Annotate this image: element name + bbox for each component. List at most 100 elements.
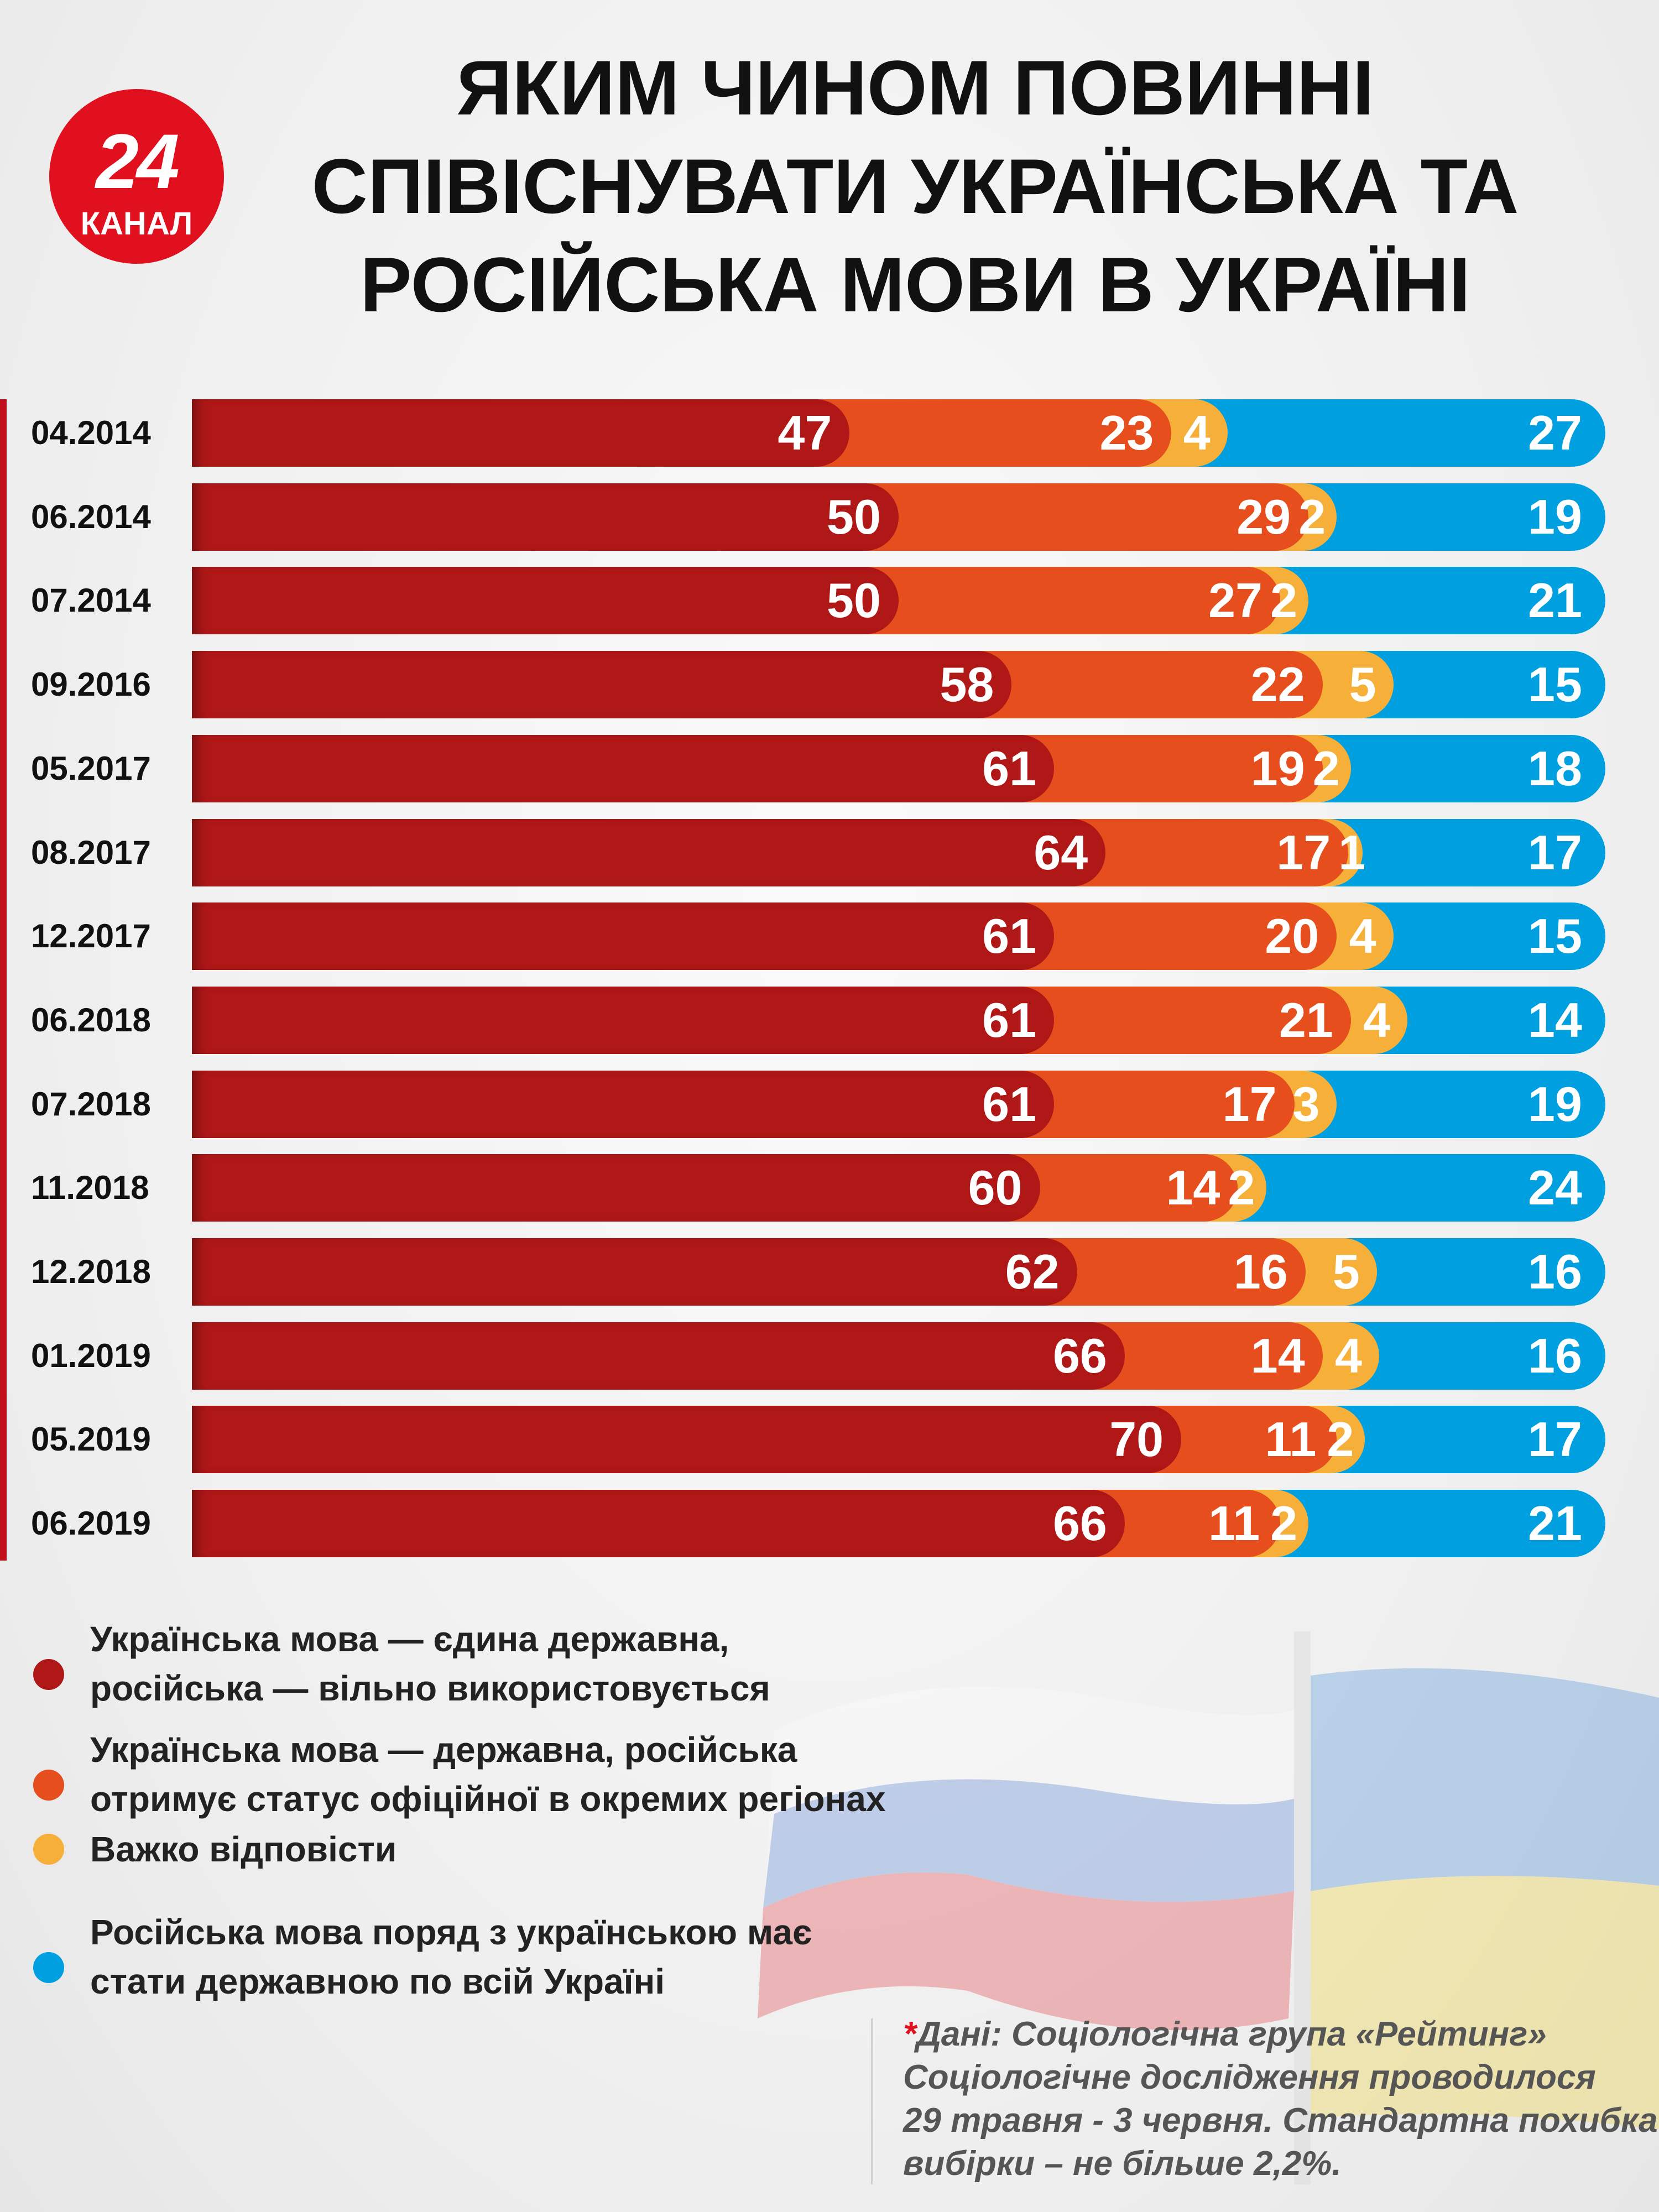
data-label: 66 [1052,1496,1107,1551]
stacked-bar: 60 14 2 24 [192,1154,1605,1222]
data-label: 20 [1265,909,1319,964]
bar-segment [192,567,899,635]
source-note: *Дані: Соціологічна група «Рейтинг» Соці… [903,2013,1658,2185]
stacked-bar: 50 29 2 19 [192,483,1605,551]
data-label: 2 [1270,1496,1298,1551]
bar-row: 07.2018 61 17 3 19 [0,1070,1659,1138]
bar-segment [192,1154,1040,1222]
bar-segment [192,651,1012,719]
legend-line: російська — вільно використовується [90,1668,770,1708]
legend-swatch [33,1952,64,1983]
legend-line: Українська мова — державна, російська [90,1730,797,1770]
asterisk: * [903,2015,917,2053]
channel-logo: 24 КАНАЛ [49,89,224,264]
stacked-bar: 64 17 1 17 [192,818,1605,886]
source-divider [871,2018,873,2184]
bar-row: 07.2014 50 27 2 21 [0,567,1659,635]
bar-row: 11.2018 60 14 2 24 [0,1154,1659,1222]
data-label: 27 [1528,405,1582,460]
bar-segment [192,734,1055,802]
data-label: 15 [1528,657,1582,712]
data-label: 23 [1099,405,1154,460]
data-label: 17 [1528,825,1582,880]
bar-segment [192,483,899,551]
stacked-bar: 62 16 5 16 [192,1238,1605,1306]
data-label: 4 [1363,992,1391,1047]
bar-row: 01.2019 66 14 4 16 [0,1322,1659,1390]
source-line: Соціологічне дослідження проводилося [903,2058,1596,2096]
data-label: 4 [1183,405,1211,460]
data-label: 21 [1528,1496,1582,1551]
legend-line: отримує статус офіційної в окремих регіо… [90,1779,886,1819]
bar-segment [192,1070,1055,1138]
data-label: 61 [982,1076,1037,1131]
bar-segment [192,902,1055,971]
data-label: 2 [1298,489,1326,544]
bar-segment [192,1490,1125,1558]
data-label: 17 [1528,1412,1582,1467]
data-label: 66 [1052,1328,1107,1383]
source-text: Дані: Соціологічна група «Рейтинг» [916,2015,1547,2053]
data-label: 29 [1237,489,1291,544]
data-label: 64 [1034,825,1088,880]
bar-segment [192,1406,1182,1474]
bar-row: 05.2019 70 11 2 17 [0,1406,1659,1474]
title-line: СПІВІСНУВАТИ УКРАЇНСЬКА ТА [311,143,1519,229]
category-label: 09.2016 [31,666,151,703]
data-label: 5 [1332,1244,1360,1299]
bar-row: 04.2014 47 23 4 27 [0,399,1659,467]
source-line: вибірки – не більше 2,2%. [903,2145,1342,2183]
legend-swatch [33,1659,64,1690]
data-label: 17 [1276,825,1331,880]
data-label: 21 [1279,992,1333,1047]
data-label: 15 [1528,909,1582,964]
legend-line: Російська мова поряд з українською має [90,1912,812,1952]
bar-row: 06.2018 61 21 4 14 [0,986,1659,1054]
source-line: 29 травня - 3 червня. Стандартна похибка [903,2101,1658,2140]
bar-segment [192,818,1106,886]
category-label: 04.2014 [31,414,151,451]
bar-row: 05.2017 61 19 2 18 [0,734,1659,802]
data-label: 14 [1250,1328,1305,1383]
data-label: 2 [1270,573,1298,628]
bar-row: 09.2016 58 22 5 15 [0,651,1659,719]
legend-text: Важко відповісти [90,1825,975,1874]
stacked-bar: 61 20 4 15 [192,902,1605,971]
data-label: 58 [940,657,994,712]
category-label: 05.2017 [31,749,151,787]
data-label: 14 [1528,992,1582,1047]
bar-segment [192,1238,1077,1306]
bar-segment [192,986,1055,1054]
page-title: ЯКИМ ЧИНОМ ПОВИННІ СПІВІСНУВАТИ УКРАЇНСЬ… [238,39,1593,334]
category-label: 07.2018 [31,1085,151,1123]
bar-row: 08.2017 64 17 1 17 [0,818,1659,886]
category-label: 12.2017 [31,917,151,955]
bar-row: 12.2017 61 20 4 15 [0,902,1659,971]
stacked-bar: 58 22 5 15 [192,651,1605,719]
accent-line [0,399,7,1561]
category-label: 08.2017 [31,833,151,871]
data-label: 14 [1166,1160,1220,1215]
data-label: 47 [778,405,832,460]
data-label: 5 [1349,657,1376,712]
category-label: 05.2019 [31,1421,151,1458]
data-label: 27 [1208,573,1262,628]
legend-text: Українська мова — єдина державна, російсь… [90,1615,975,1713]
data-label: 4 [1335,1328,1362,1383]
stacked-bar: 47 23 4 27 [192,399,1605,467]
legend-swatch [33,1834,64,1865]
data-label: 62 [1005,1244,1060,1299]
data-label: 4 [1349,909,1376,964]
category-label: 01.2019 [31,1337,151,1374]
source-line: *Дані: Соціологічна група «Рейтинг» [903,2013,1650,2056]
bar-row: 12.2018 62 16 5 16 [0,1238,1659,1306]
data-label: 18 [1528,740,1582,796]
category-label: 06.2018 [31,1001,151,1039]
data-label: 50 [827,573,881,628]
data-label: 1 [1338,825,1366,880]
data-label: 19 [1528,489,1582,544]
stacked-bar: 50 27 2 21 [192,567,1605,635]
bar-segment [192,399,850,467]
title-line: ЯКИМ ЧИНОМ ПОВИННІ [456,44,1374,131]
legend-line: Важко відповісти [90,1829,397,1869]
